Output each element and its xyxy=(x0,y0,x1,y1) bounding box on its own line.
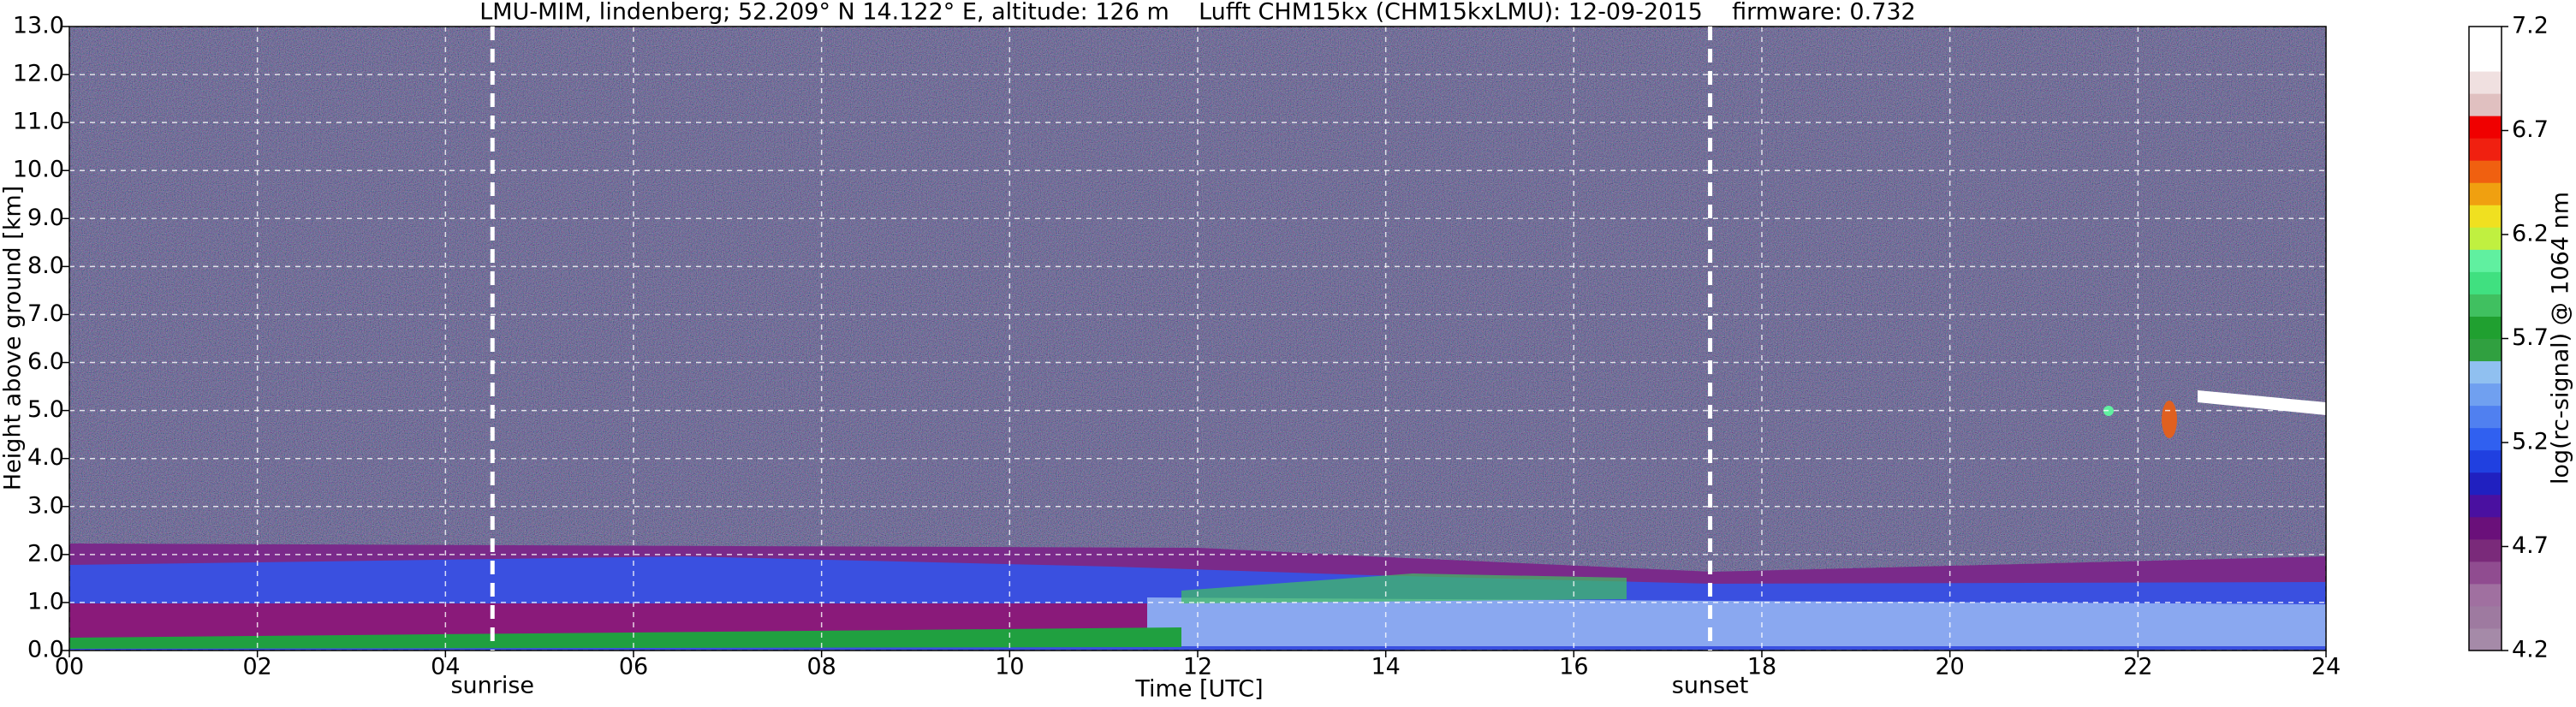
colorbar-segment xyxy=(2469,449,2502,473)
colorbar-segment xyxy=(2469,627,2502,651)
x-tick-label: 14 xyxy=(1371,654,1400,680)
colorbar-tick-label: 4.7 xyxy=(2512,532,2549,559)
x-tick-label: 00 xyxy=(55,654,84,680)
colorbar-segment xyxy=(2469,494,2502,518)
colorbar-tick-label: 5.7 xyxy=(2512,324,2549,351)
colorbar-segment xyxy=(2469,338,2502,362)
colorbar-segment xyxy=(2469,538,2502,562)
x-tick-label: 04 xyxy=(431,654,460,680)
colorbar-segment xyxy=(2469,27,2502,50)
colorbar-segment xyxy=(2469,138,2502,161)
x-tick-label: 18 xyxy=(1747,654,1776,680)
annotation-label: sunset xyxy=(1672,673,1749,699)
colorbar-segment xyxy=(2469,316,2502,339)
y-tick-label: 1.0 xyxy=(27,588,64,615)
annotation-label: sunrise xyxy=(450,673,534,699)
colorbar-segment xyxy=(2469,516,2502,540)
x-tick-label: 02 xyxy=(242,654,271,680)
x-tick-label: 22 xyxy=(2123,654,2152,680)
colorbar-label: log(rc-signal) @ 1064 nm xyxy=(2548,192,2574,484)
x-axis-label: Time [UTC] xyxy=(1134,676,1263,703)
colorbar-segment xyxy=(2469,427,2502,451)
y-axis-label: Height above ground [km] xyxy=(0,186,27,490)
colorbar-segment xyxy=(2469,294,2502,317)
y-tick-label: 5.0 xyxy=(27,396,64,423)
y-tick-label: 3.0 xyxy=(27,492,64,519)
x-tick-label: 10 xyxy=(995,654,1024,680)
colorbar-tick-label: 6.2 xyxy=(2512,221,2549,247)
colorbar-segment xyxy=(2469,472,2502,496)
colorbar-segment xyxy=(2469,271,2502,294)
colorbar-segment xyxy=(2469,182,2502,205)
colorbar-segment xyxy=(2469,583,2502,607)
colorbar-segment xyxy=(2469,249,2502,272)
y-tick-label: 2.0 xyxy=(27,540,64,567)
colorbar-tick-label: 4.2 xyxy=(2512,637,2549,663)
x-tick-label: 08 xyxy=(806,654,836,680)
y-tick-label: 4.0 xyxy=(27,444,64,471)
colorbar-segment xyxy=(2469,49,2502,72)
colorbar-segment xyxy=(2469,383,2502,407)
colorbar-tick-label: 7.2 xyxy=(2512,13,2549,39)
y-tick-label: 11.0 xyxy=(13,109,64,135)
x-tick-label: 20 xyxy=(1935,654,1964,680)
y-tick-label: 13.0 xyxy=(13,13,64,39)
colorbar-segment xyxy=(2469,205,2502,228)
colorbar-segment xyxy=(2469,116,2502,139)
colorbar-tick-label: 5.2 xyxy=(2512,429,2549,455)
y-tick-label: 6.0 xyxy=(27,348,64,375)
y-tick-label: 9.0 xyxy=(27,205,64,231)
colorbar-segment xyxy=(2469,160,2502,183)
colorbar-tick-label: 6.7 xyxy=(2512,116,2549,143)
y-tick-label: 7.0 xyxy=(27,300,64,327)
colorbar-segment xyxy=(2469,561,2502,585)
chart-title: LMU-MIM, lindenberg; 52.209° N 14.122° E… xyxy=(479,0,1915,26)
y-tick-label: 0.0 xyxy=(27,637,64,663)
x-tick-label: 12 xyxy=(1183,654,1212,680)
y-tick-label: 12.0 xyxy=(13,61,64,87)
x-tick-label: 24 xyxy=(2311,654,2341,680)
y-tick-label: 8.0 xyxy=(27,253,64,279)
colorbar-segment xyxy=(2469,360,2502,384)
x-tick-label: 16 xyxy=(1559,654,1588,680)
colorbar-segment xyxy=(2469,227,2502,250)
colorbar-segment xyxy=(2469,93,2502,116)
colorbar-segment xyxy=(2469,605,2502,629)
colorbar-segment xyxy=(2469,405,2502,429)
colorbar-segment xyxy=(2469,71,2502,94)
x-tick-label: 06 xyxy=(619,654,648,680)
y-tick-label: 10.0 xyxy=(13,157,64,183)
